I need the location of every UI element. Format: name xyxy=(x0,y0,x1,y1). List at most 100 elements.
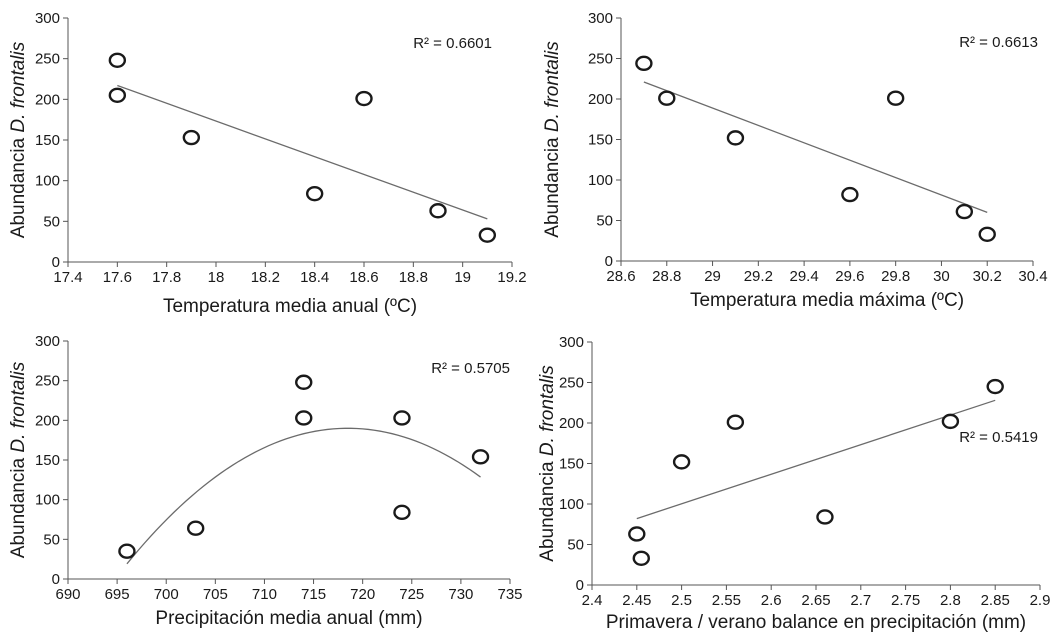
x-tick-label: 19 xyxy=(454,269,471,286)
x-tick-label: 735 xyxy=(497,586,522,603)
x-tick-label: 29 xyxy=(704,268,721,285)
trendline xyxy=(126,427,481,565)
x-tick-label: 17.8 xyxy=(152,269,181,286)
y-axis-title: Abundancia D. frontalis xyxy=(537,365,558,562)
y-axis-title-prefix: Abundancia xyxy=(8,133,29,239)
r-squared-label: R² = 0.5419 xyxy=(959,429,1038,446)
x-tick-label: 2.6 xyxy=(761,592,782,609)
data-point xyxy=(978,226,996,242)
x-axis-title: Primavera / verano balance en precipitac… xyxy=(606,612,1026,633)
x-axis-title: Precipitación media anual (mm) xyxy=(155,608,422,629)
x-tick-label: 2.65 xyxy=(801,592,830,609)
x-tick-label: 720 xyxy=(350,586,375,603)
data-point xyxy=(632,550,650,566)
data-point xyxy=(955,203,974,220)
y-axis-title: Abundancia D. frontalis xyxy=(542,41,563,238)
x-axis-title: Temperatura media anual (ºC) xyxy=(163,296,417,317)
data-point xyxy=(986,378,1004,395)
y-tick-label: 300 xyxy=(35,10,60,27)
x-tick-label: 2.9 xyxy=(1030,592,1051,609)
x-tick-label: 2.55 xyxy=(712,592,741,609)
x-tick-label: 19.2 xyxy=(497,269,526,286)
x-tick-label: 30.4 xyxy=(1018,268,1047,285)
trendline xyxy=(636,399,996,520)
r-squared-label: R² = 0.6613 xyxy=(959,34,1038,51)
y-tick-label: 50 xyxy=(596,213,613,230)
chart-panel-temp-mean: 0 50 100 150 200 250 300 17.4 17.6 17.8 18 18.2 18.4… xyxy=(0,0,528,318)
y-tick-label: 200 xyxy=(559,415,584,432)
y-axis-title: Abundancia D. frontalis xyxy=(8,41,29,238)
data-point xyxy=(186,520,205,536)
x-tick-label: 29.8 xyxy=(881,268,910,285)
x-tick-label: 725 xyxy=(399,586,424,603)
y-tick-label: 100 xyxy=(35,173,60,190)
y-tick-label: 300 xyxy=(35,333,60,350)
data-point xyxy=(478,227,497,243)
x-tick-label: 2.45 xyxy=(622,592,651,609)
y-axis-title-species: D. frontalis xyxy=(8,41,29,132)
data-point xyxy=(635,55,653,72)
y-tick-label: 150 xyxy=(35,132,60,149)
scatter-plot: 0 50 100 150 200 250 300 690 695 700 705 710 715 720 7… xyxy=(8,333,523,629)
y-tick-label: 250 xyxy=(588,51,613,68)
data-point xyxy=(726,130,745,146)
scatter-plot: 0 50 100 150 200 250 300 28.6 28.8 29 29.2 29.4 29.6… xyxy=(542,10,1048,311)
x-tick-label: 18 xyxy=(208,269,225,286)
y-tick-label: 0 xyxy=(605,253,613,270)
y-tick-label: 250 xyxy=(35,373,60,390)
x-tick-label: 705 xyxy=(203,586,228,603)
y-axis-title-prefix: Abundancia xyxy=(8,453,29,559)
data-point xyxy=(118,543,136,559)
x-tick-label: 690 xyxy=(55,586,80,603)
y-axis-title-species: D. frontalis xyxy=(542,41,563,132)
data-point xyxy=(471,449,490,465)
trendline xyxy=(117,84,488,220)
chart-panel-temp-max: 0 50 100 150 200 250 300 28.6 28.8 29 29.2 29.4 29.6… xyxy=(528,0,1055,318)
x-tick-label: 30 xyxy=(933,268,950,285)
chart-panel-precip-mean: 0 50 100 150 200 250 300 690 695 700 705 710 715 720 7… xyxy=(0,318,528,635)
data-point xyxy=(672,454,691,470)
data-point xyxy=(108,87,127,103)
y-axis-title-species: D. frontalis xyxy=(8,361,29,452)
y-tick-label: 50 xyxy=(567,537,584,554)
y-tick-label: 0 xyxy=(52,254,60,271)
data-point xyxy=(305,185,324,202)
y-tick-label: 300 xyxy=(588,10,613,27)
x-tick-label: 2.4 xyxy=(582,592,603,609)
y-tick-label: 250 xyxy=(559,375,584,392)
x-tick-label: 18.2 xyxy=(251,269,280,286)
x-tick-label: 2.8 xyxy=(940,592,961,609)
x-tick-label: 28.6 xyxy=(606,268,635,285)
x-tick-label: 2.7 xyxy=(850,592,871,609)
data-point xyxy=(628,526,646,542)
x-tick-label: 29.4 xyxy=(790,268,819,285)
y-axis-title-prefix: Abundancia xyxy=(537,456,558,562)
y-axis-title: Abundancia D. frontalis xyxy=(8,361,29,558)
x-axis-title: Temperatura media máxima (ºC) xyxy=(690,290,964,311)
y-tick-label: 200 xyxy=(35,91,60,108)
x-tick-label: 18.4 xyxy=(300,269,329,286)
data-point xyxy=(941,413,960,430)
x-tick-label: 2.75 xyxy=(891,592,920,609)
data-point xyxy=(355,90,373,107)
x-tick-label: 18.6 xyxy=(349,269,378,286)
y-tick-label: 0 xyxy=(576,577,584,594)
y-tick-label: 150 xyxy=(35,452,60,469)
x-tick-label: 28.8 xyxy=(652,268,681,285)
x-tick-label: 29.6 xyxy=(835,268,864,285)
y-tick-label: 100 xyxy=(588,172,613,189)
x-tick-label: 710 xyxy=(252,586,277,603)
x-tick-label: 700 xyxy=(154,586,179,603)
x-tick-label: 730 xyxy=(448,586,473,603)
y-tick-label: 150 xyxy=(559,456,584,473)
y-tick-label: 200 xyxy=(588,91,613,108)
scatter-plot: 0 50 100 150 200 250 300 17.4 17.6 17.8 18 18.2 18.4… xyxy=(8,10,527,317)
y-tick-label: 300 xyxy=(559,334,584,351)
y-tick-label: 50 xyxy=(43,531,60,548)
x-tick-label: 2.85 xyxy=(981,592,1010,609)
x-tick-label: 29.2 xyxy=(744,268,773,285)
data-point xyxy=(886,90,905,106)
y-tick-label: 100 xyxy=(559,496,584,513)
data-point xyxy=(295,410,313,426)
x-tick-label: 715 xyxy=(301,586,326,603)
